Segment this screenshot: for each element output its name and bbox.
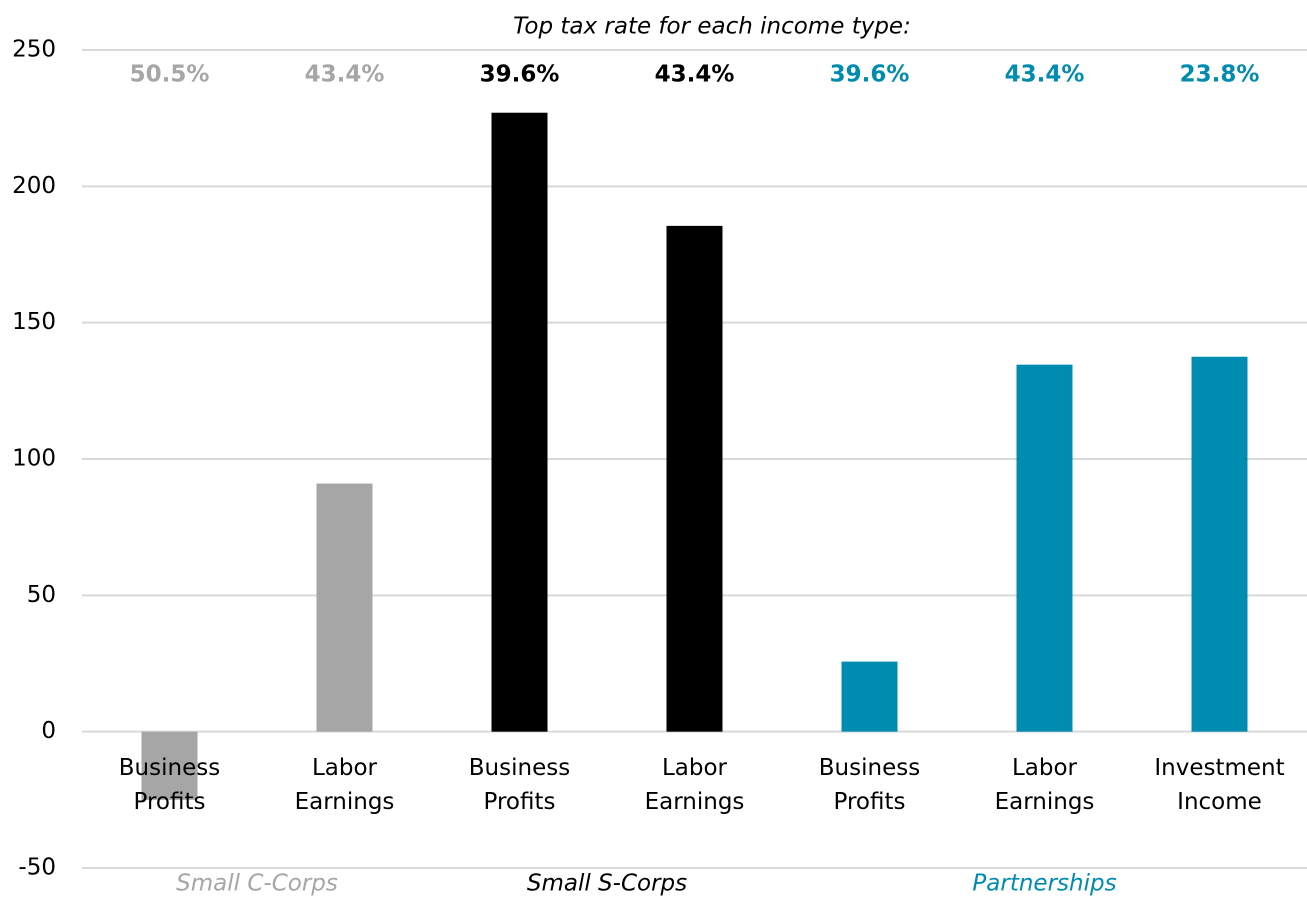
group-label: Small C-Corps — [176, 871, 338, 897]
y-tick-label: 100 — [12, 446, 56, 472]
group-label: Small S-Corps — [527, 871, 687, 897]
x-tick-label: Investment Income — [1154, 755, 1285, 815]
chart-title: Top tax rate for each income type: — [513, 14, 911, 40]
y-tick-label: 250 — [12, 37, 56, 63]
x-tick-label: Business Profits — [468, 755, 571, 815]
bar — [841, 661, 898, 732]
y-tick-label: 0 — [41, 718, 56, 744]
top-rate-label: 43.4% — [655, 62, 735, 88]
bar — [666, 225, 723, 732]
top-rate-label: 50.5% — [130, 62, 210, 88]
x-tick-label: Labor Earnings — [294, 755, 395, 815]
x-tick-label: Labor Earnings — [644, 755, 745, 815]
x-tick-label: Business Profits — [118, 755, 221, 815]
y-tick-label: 200 — [12, 173, 56, 199]
top-rate-label: 23.8% — [1180, 62, 1260, 88]
bar — [491, 112, 548, 732]
top-rate-label: 43.4% — [305, 62, 385, 88]
y-tick-label: 50 — [27, 582, 56, 608]
bar — [316, 483, 373, 732]
bar — [1191, 356, 1248, 732]
top-rate-label: 39.6% — [480, 62, 560, 88]
bar — [1016, 364, 1073, 732]
y-tick-label: 150 — [12, 309, 56, 335]
bar — [141, 731, 198, 800]
group-label: Partnerships — [972, 871, 1116, 897]
x-tick-label: Labor Earnings — [994, 755, 1095, 815]
y-tick-label: -50 — [18, 855, 56, 881]
x-tick-label: Business Profits — [818, 755, 921, 815]
top-rate-label: 43.4% — [1005, 62, 1085, 88]
top-rate-label: 39.6% — [830, 62, 910, 88]
